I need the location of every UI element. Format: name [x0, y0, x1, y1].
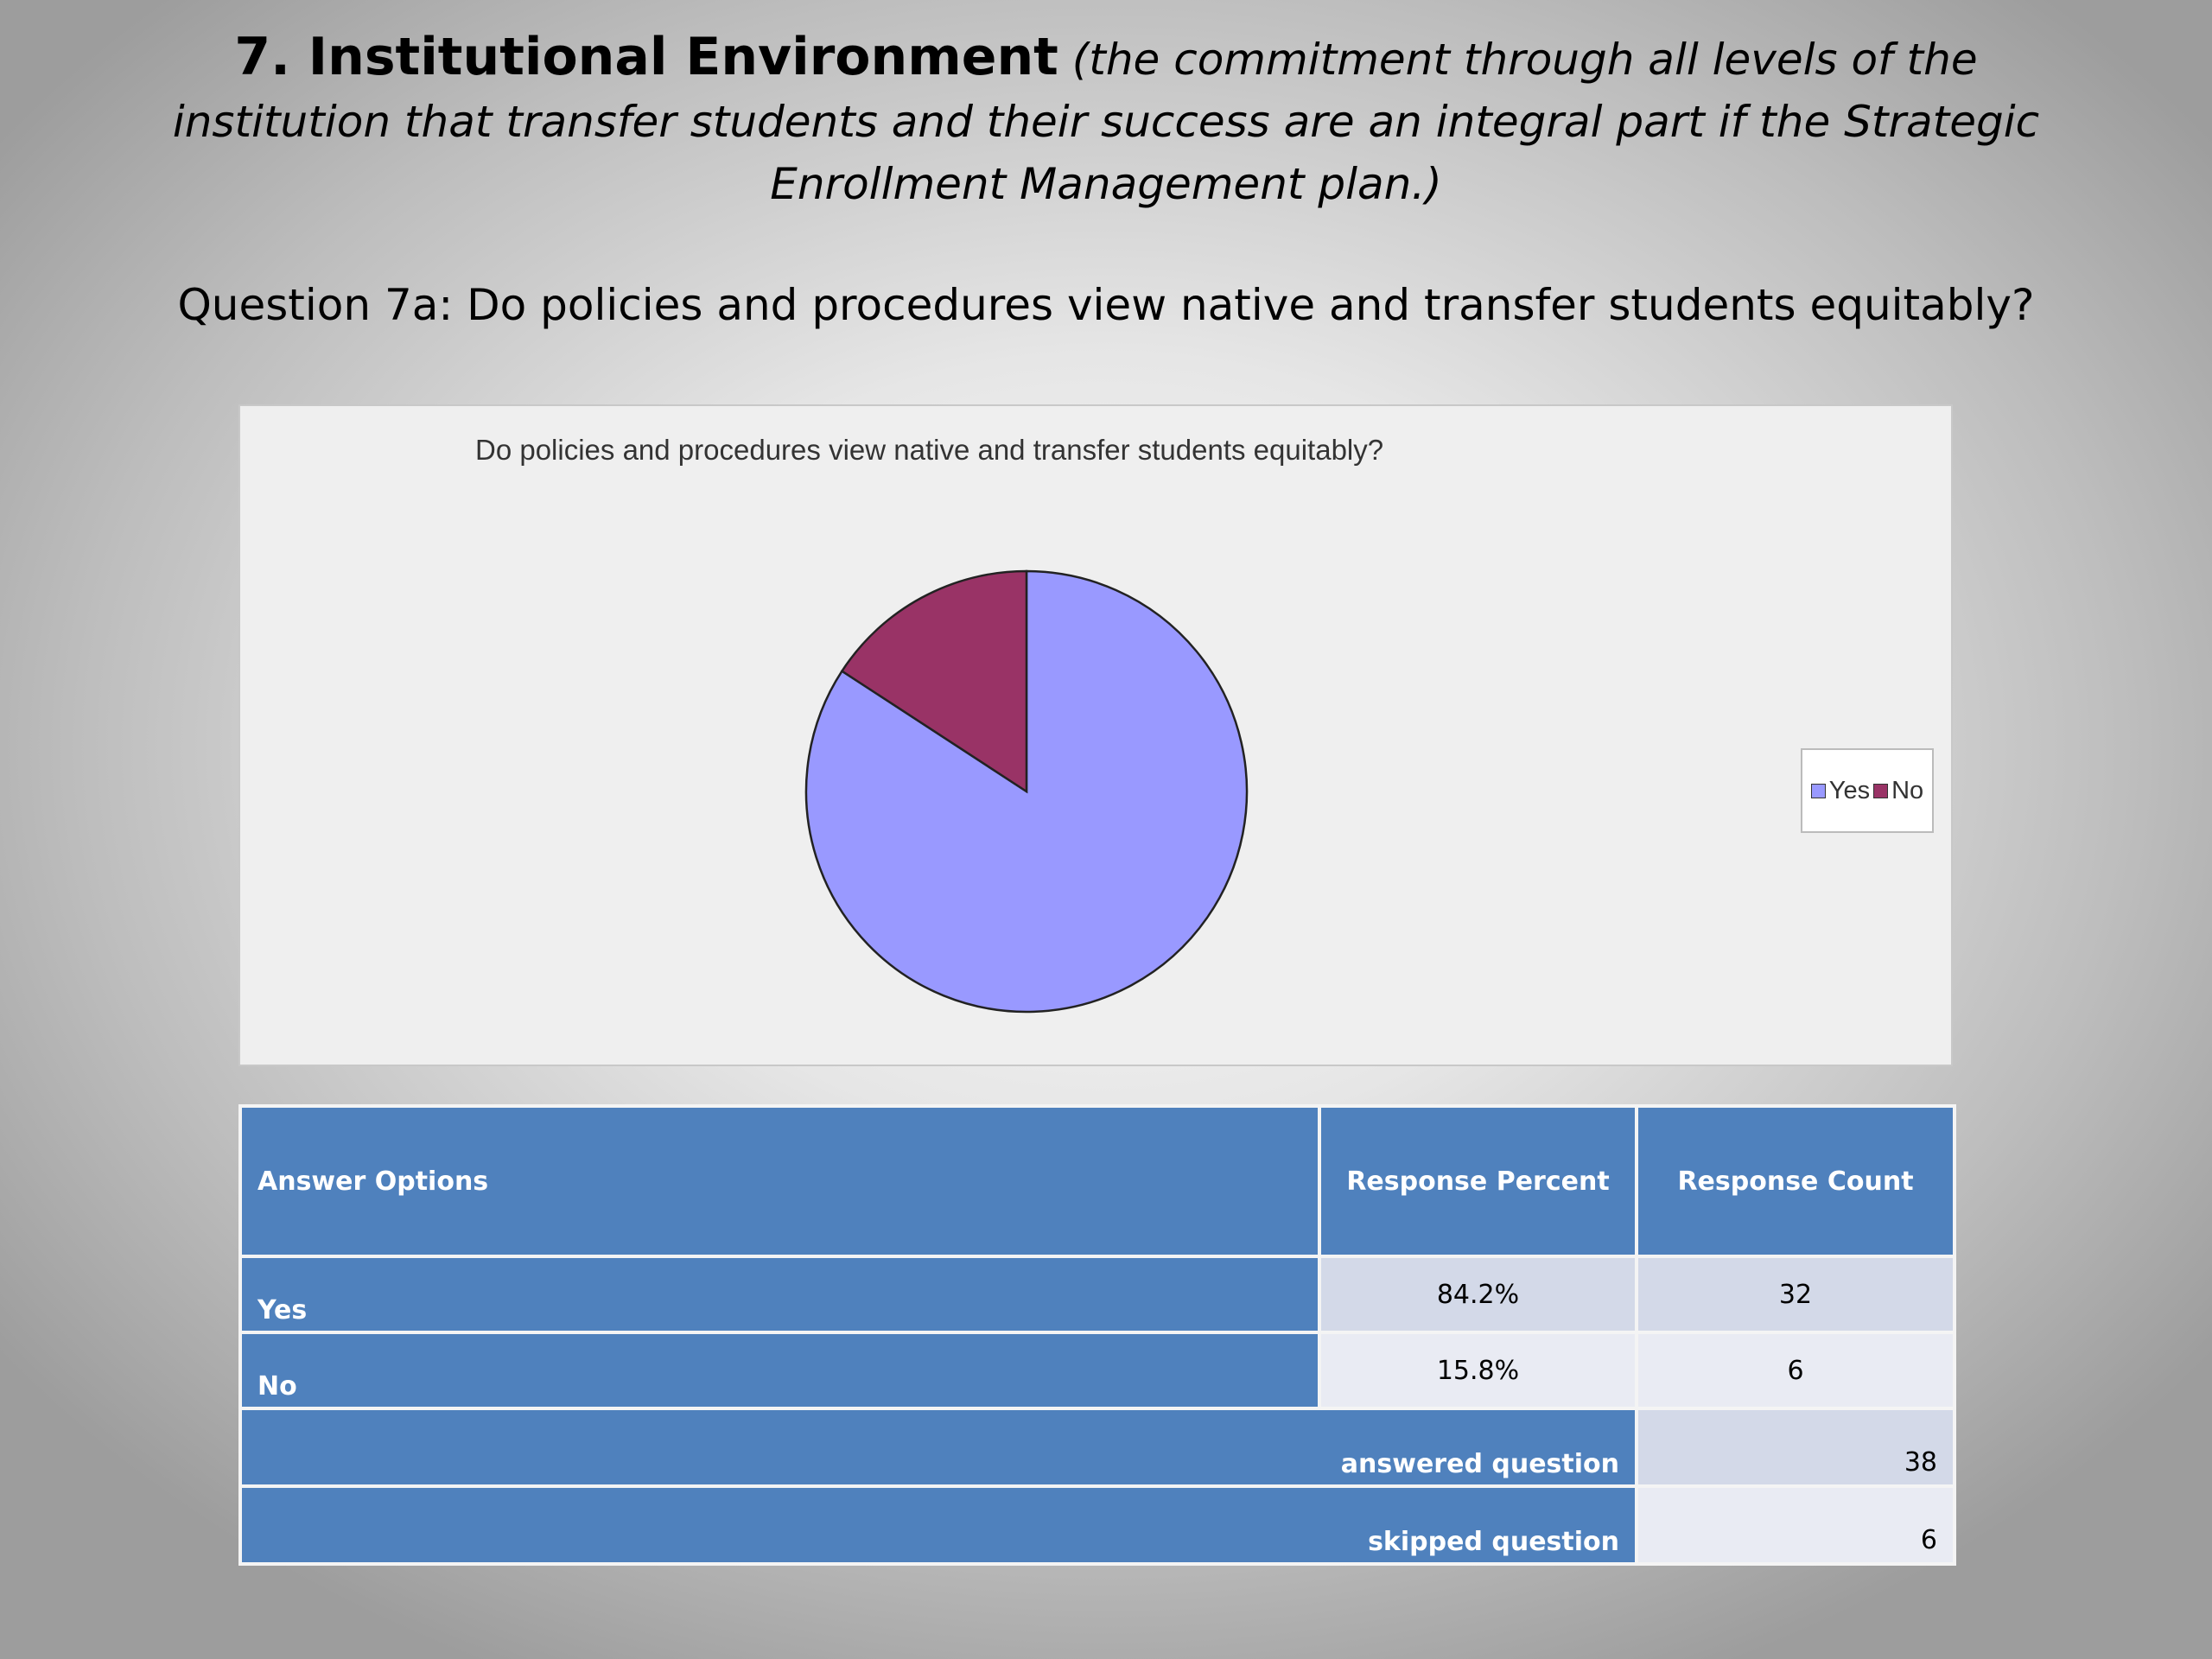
answered-row: answered question 38 [238, 1407, 1956, 1488]
header-response-percent: Response Percent [1318, 1104, 1638, 1258]
legend-swatch-yes [1810, 783, 1826, 798]
table-header-row: Answer Options Response Percent Response… [238, 1104, 1956, 1258]
legend-item-yes: Yes [1810, 776, 1871, 805]
slide-subtitle: (the commitment through all levels of th… [172, 35, 2040, 209]
question-text: Question 7a: Do policies and procedures … [177, 280, 2035, 330]
header-response-count: Response Count [1635, 1104, 1956, 1258]
skipped-row: skipped question 6 [238, 1484, 1956, 1566]
legend-item-no: No [1873, 777, 1923, 805]
skipped-question-value: 6 [1635, 1484, 1956, 1566]
answer-option-cell: No [238, 1331, 1321, 1410]
pie-chart-canvas [804, 569, 1249, 1014]
legend-label-no: No [1891, 776, 1924, 804]
table-row: No 15.8% 6 [238, 1331, 1956, 1410]
pie-slice-no [840, 569, 1028, 794]
slide-heading: 7. Institutional Environment (the commit… [138, 26, 2074, 215]
response-table: Answer Options Response Percent Response… [238, 1104, 1956, 1566]
answer-option-cell: Yes [238, 1255, 1321, 1334]
legend-swatch-no [1873, 783, 1889, 798]
pie-slice-yes [804, 569, 1249, 1014]
response-percent-cell: 15.8% [1318, 1331, 1638, 1410]
header-answer-options: Answer Options [238, 1104, 1321, 1258]
response-percent-cell: 84.2% [1318, 1255, 1638, 1334]
chart-legend: Yes No [1801, 748, 1934, 833]
response-count-cell: 32 [1635, 1255, 1956, 1334]
answered-question-label: answered question [238, 1407, 1638, 1488]
table-row: Yes 84.2% 32 [238, 1255, 1956, 1334]
legend-label-yes: Yes [1828, 776, 1871, 804]
chart-title: Do policies and procedures view native a… [475, 434, 1384, 466]
response-count-cell: 6 [1635, 1331, 1956, 1410]
answered-question-value: 38 [1635, 1407, 1956, 1488]
pie-chart: Do policies and procedures view native a… [238, 404, 1953, 1066]
skipped-question-label: skipped question [238, 1484, 1638, 1566]
slide-title: 7. Institutional Environment [234, 27, 1058, 87]
